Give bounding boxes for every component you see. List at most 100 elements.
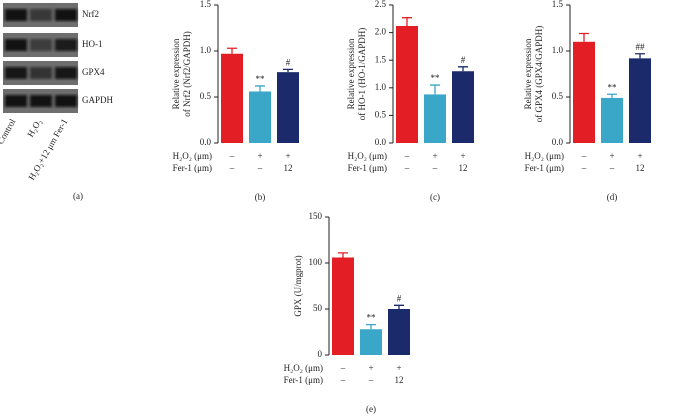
y-tick-label: 50: [313, 303, 323, 313]
error-bar: [283, 68, 293, 73]
y-axis-label: Relative expression: [523, 38, 533, 109]
error-bar: [255, 85, 265, 92]
condition-value: –: [581, 163, 587, 173]
y-tick-label: 0: [318, 349, 323, 359]
condition-name: Fer-1 (μm): [173, 163, 212, 173]
band-label: GAPDH: [82, 95, 114, 105]
y-tick-label: 150: [309, 211, 323, 221]
condition-name: Fer-1 (μm): [348, 163, 387, 173]
lane-label: H₂O₂: [25, 117, 43, 139]
condition-value: 12: [395, 375, 404, 385]
bar: [396, 25, 418, 144]
error-bar: [458, 66, 468, 72]
condition-value: +: [396, 363, 401, 373]
blot-band: [30, 67, 52, 79]
significance: **: [367, 313, 377, 323]
panel-label: (c): [430, 192, 440, 202]
panel-label: (a): [73, 191, 83, 201]
condition-name: Fer-1 (μm): [525, 163, 564, 173]
band-label: Nrf2: [82, 9, 99, 19]
condition-value: +: [432, 151, 437, 161]
blot-band: [5, 95, 27, 107]
significance: #: [397, 293, 402, 303]
error-bar: [394, 304, 404, 309]
condition-value: 12: [284, 163, 293, 173]
blot-band: [30, 39, 52, 51]
condition-value: 12: [459, 163, 468, 173]
error-bar: [227, 47, 237, 54]
bar: [332, 257, 354, 355]
bar: [629, 58, 651, 143]
y-tick-label: 1.0: [200, 45, 212, 55]
condition-value: –: [229, 163, 235, 173]
y-tick-label: 100: [309, 257, 323, 267]
condition-value: –: [404, 163, 410, 173]
y-tick-label: 0.5: [552, 91, 564, 101]
panel-label: (d): [607, 192, 618, 202]
significance: #: [286, 57, 291, 67]
bar: [601, 97, 623, 143]
bar: [573, 41, 595, 143]
y-tick-label: 1.0: [375, 82, 387, 92]
y-tick-label: 1.5: [375, 54, 387, 64]
condition-value: –: [340, 375, 346, 385]
condition-value: –: [368, 375, 374, 385]
error-bar: [430, 84, 440, 95]
condition-name: H₂O₂ (μm): [525, 151, 564, 161]
band-label: GPX4: [82, 67, 105, 77]
panel-label: (b): [255, 192, 266, 202]
condition-name: H₂O₂ (μm): [173, 151, 212, 161]
condition-name: Fer-1 (μm): [284, 375, 323, 385]
y-axis-label: Relative expression: [171, 38, 181, 109]
significance: **: [431, 73, 441, 83]
bar: [388, 309, 410, 355]
y-tick-label: 0.0: [552, 137, 564, 147]
y-tick-label: 2.0: [375, 27, 387, 37]
blot-band: [55, 9, 77, 21]
condition-value: +: [609, 151, 614, 161]
bar: [424, 94, 446, 143]
condition-value: +: [368, 363, 373, 373]
blot-band: [55, 67, 77, 79]
condition-value: –: [581, 151, 587, 161]
blot-band: [30, 95, 52, 107]
y-tick-label: 0.5: [375, 109, 387, 119]
blot-band: [5, 9, 27, 21]
condition-value: –: [609, 163, 615, 173]
y-tick-label: 1.5: [200, 0, 212, 9]
significance: **: [256, 74, 266, 84]
y-axis-label: Relative expression: [346, 38, 356, 109]
error-bar: [635, 53, 645, 59]
condition-value: +: [285, 151, 290, 161]
y-tick-label: 2.5: [375, 0, 387, 9]
bar: [221, 53, 243, 144]
bar: [360, 329, 382, 355]
condition-value: +: [460, 151, 465, 161]
error-bar: [338, 252, 348, 258]
y-axis-label: of Nrf2 (Nrf2/GAPDH): [182, 31, 192, 116]
condition-name: H₂O₂ (μm): [348, 151, 387, 161]
condition-value: 12: [636, 163, 645, 173]
bar: [452, 71, 474, 143]
condition-value: –: [432, 163, 438, 173]
y-tick-label: 1.5: [552, 0, 564, 9]
bar: [277, 72, 299, 143]
significance: #: [461, 55, 466, 65]
condition-value: –: [340, 363, 346, 373]
panel-label: (e): [366, 404, 376, 414]
blot-band: [5, 39, 27, 51]
y-tick-label: 0.5: [200, 91, 212, 101]
condition-value: –: [229, 151, 235, 161]
significance: ##: [636, 42, 646, 52]
band-label: HO-1: [82, 39, 103, 49]
significance: **: [608, 82, 618, 92]
condition-value: –: [404, 151, 410, 161]
y-tick-label: 0.0: [375, 137, 387, 147]
condition-value: –: [257, 163, 263, 173]
condition-value: +: [257, 151, 262, 161]
blot-band: [5, 67, 27, 79]
condition-value: +: [637, 151, 642, 161]
error-bar: [579, 32, 589, 42]
error-bar: [607, 93, 617, 98]
